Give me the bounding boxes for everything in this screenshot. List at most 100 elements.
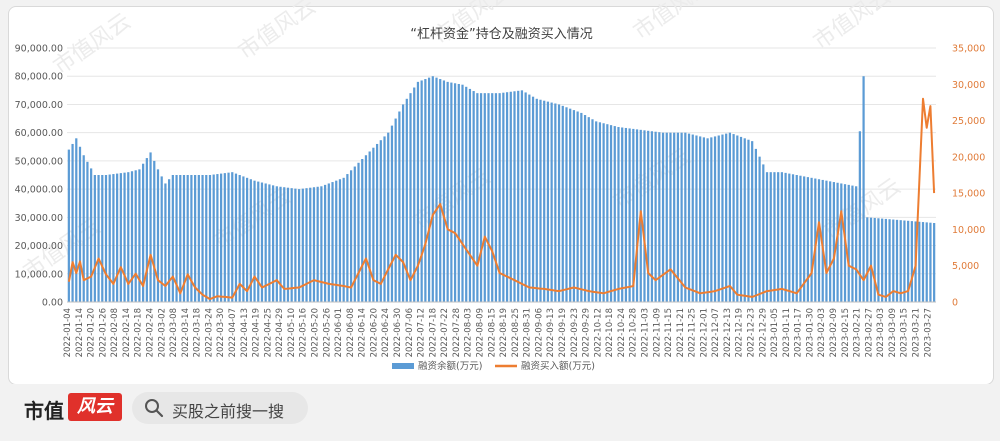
bar: [461, 84, 464, 302]
x-tick-label: 2022-06-14: [358, 308, 368, 357]
y-right-tick-label: 35,000: [952, 44, 985, 55]
y-right-tick-label: 15,000: [952, 189, 985, 200]
x-tick-label: 2023-01-11: [782, 308, 792, 357]
bar: [929, 222, 932, 302]
y-left-tick-label: 60,000.00: [15, 128, 63, 139]
x-tick-label: 2022-10-28: [629, 308, 639, 357]
bar: [710, 137, 713, 302]
bar: [257, 181, 260, 302]
bar: [390, 125, 394, 302]
bar: [598, 122, 602, 303]
x-tick-label: 2022-10-12: [593, 308, 603, 357]
bar: [331, 182, 334, 302]
bar: [86, 161, 89, 302]
bar: [123, 172, 126, 302]
bar: [476, 93, 479, 303]
y-left-tick-label: 40,000.00: [15, 185, 63, 196]
bar: [212, 174, 215, 302]
bar: [387, 132, 390, 302]
bar: [431, 76, 434, 302]
bar: [223, 173, 226, 302]
y-left-tick-label: 20,000.00: [15, 241, 63, 252]
bar: [817, 179, 821, 302]
bar: [190, 175, 193, 302]
bar: [543, 100, 546, 302]
bar: [725, 133, 728, 302]
bar: [220, 173, 223, 302]
logo-badge: 风云: [68, 393, 122, 421]
bar: [918, 221, 921, 302]
bar: [97, 175, 100, 302]
x-tick-label: 2022-12-07: [711, 308, 721, 357]
bar: [806, 177, 809, 302]
x-tick-label: 2022-06-08: [346, 308, 356, 357]
bar: [498, 93, 501, 303]
x-tick-label: 2022-11-21: [676, 308, 686, 357]
bar: [869, 217, 873, 302]
watermark: 市值风云: [809, 0, 895, 55]
bar: [673, 132, 676, 302]
bar: [294, 188, 297, 302]
bar: [505, 92, 509, 302]
x-tick-label: 2022-09-06: [534, 308, 544, 357]
x-tick-label: 2022-09-23: [570, 308, 580, 357]
bar: [205, 175, 208, 302]
bar: [171, 175, 174, 302]
y-left-tick-label: 70,000.00: [15, 100, 63, 111]
bar: [275, 186, 278, 302]
bar: [580, 112, 583, 303]
bar: [479, 93, 483, 303]
bar: [138, 169, 141, 302]
bar: [409, 93, 412, 303]
bar: [773, 172, 776, 302]
bar: [739, 136, 743, 302]
x-tick-label: 2022-05-16: [299, 308, 309, 357]
bar: [814, 178, 817, 302]
x-tick-label: 2022-08-03: [464, 308, 474, 357]
bar: [595, 121, 598, 302]
x-tick-label: 2022-05-20: [310, 308, 320, 357]
x-tick-label: 2023-03-15: [900, 308, 910, 357]
bar: [398, 111, 401, 302]
bar: [795, 175, 798, 302]
bar: [751, 141, 754, 302]
bar: [609, 125, 613, 302]
bar: [327, 183, 330, 302]
bar: [840, 183, 843, 302]
bar: [316, 186, 319, 302]
bar: [342, 177, 345, 302]
bar: [353, 166, 356, 302]
bar: [706, 138, 709, 302]
bar: [810, 177, 813, 302]
chart: 市值风云市值风云市值风云市值风云市值风云市值风云市值风云市值风云市值风云市值风云…: [14, 0, 986, 372]
bar: [401, 104, 405, 302]
bar: [602, 123, 605, 302]
bar: [780, 172, 783, 302]
x-tick-label: 2022-07-22: [440, 308, 450, 357]
bar: [866, 217, 869, 302]
x-tick-label: 2022-03-30: [216, 308, 226, 357]
x-tick-label: 2022-06-30: [393, 308, 403, 357]
bar: [825, 180, 828, 302]
bar: [888, 219, 891, 302]
bar: [245, 177, 249, 302]
x-tick-label: 2022-01-26: [98, 308, 108, 357]
bar: [446, 81, 449, 302]
bar: [728, 132, 732, 302]
x-tick-label: 2022-04-19: [252, 308, 262, 357]
bar: [643, 130, 646, 302]
legend: 融资余额(万元) 融资买入额(万元): [392, 360, 595, 372]
y-left-tick-label: 30,000.00: [15, 213, 63, 224]
y-left-tick-label: 90,000.00: [15, 44, 63, 55]
y-right-tick-label: 0: [952, 298, 958, 309]
x-tick-label: 2023-03-09: [888, 308, 898, 357]
bar: [754, 148, 758, 302]
bar: [234, 173, 238, 302]
bar: [658, 132, 661, 302]
bar: [194, 175, 197, 302]
x-tick-label: 2022-04-25: [263, 308, 273, 357]
search-bar[interactable]: 买股之前搜一搜: [132, 392, 308, 424]
bar: [335, 180, 338, 302]
bar: [624, 127, 628, 303]
x-tick-label: 2022-09-29: [582, 308, 592, 357]
